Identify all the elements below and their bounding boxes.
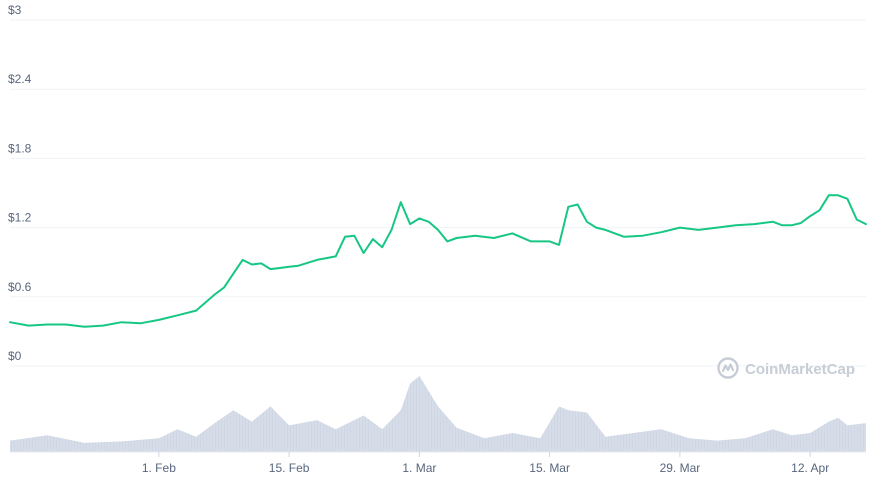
x-tick-label: 29. Mar [660,461,701,475]
watermark-text: CoinMarketCap [745,361,855,378]
grid-lines [10,19,866,367]
y-tick-label: $0 [8,349,22,363]
x-tick-label: 15. Feb [269,461,310,475]
price-series-line [9,194,867,328]
y-tick-label: $1.8 [8,141,32,155]
y-tick-label: $2.4 [8,72,32,86]
y-tick-label: $3 [8,3,22,17]
volume-area [10,376,866,452]
x-tick-label: 15. Mar [529,461,570,475]
price-line-group [9,194,867,328]
x-tick-label: 1. Mar [402,461,436,475]
x-axis-labels: 1. Feb 15. Feb 1. Mar 15. Mar 29. Mar 12. Apr [142,452,829,475]
x-tick-label: 1. Feb [142,461,176,475]
volume-area-group [9,366,866,453]
watermark: CoinMarketCap [717,357,855,379]
y-axis-labels: $3 $2.4 $1.8 $1.2 $0.6 $0 [8,3,32,363]
coinmarketcap-logo-icon [717,357,739,379]
x-tick-label: 12. Apr [791,461,829,475]
y-tick-label: $1.2 [8,211,32,225]
y-tick-label: $0.6 [8,280,32,294]
